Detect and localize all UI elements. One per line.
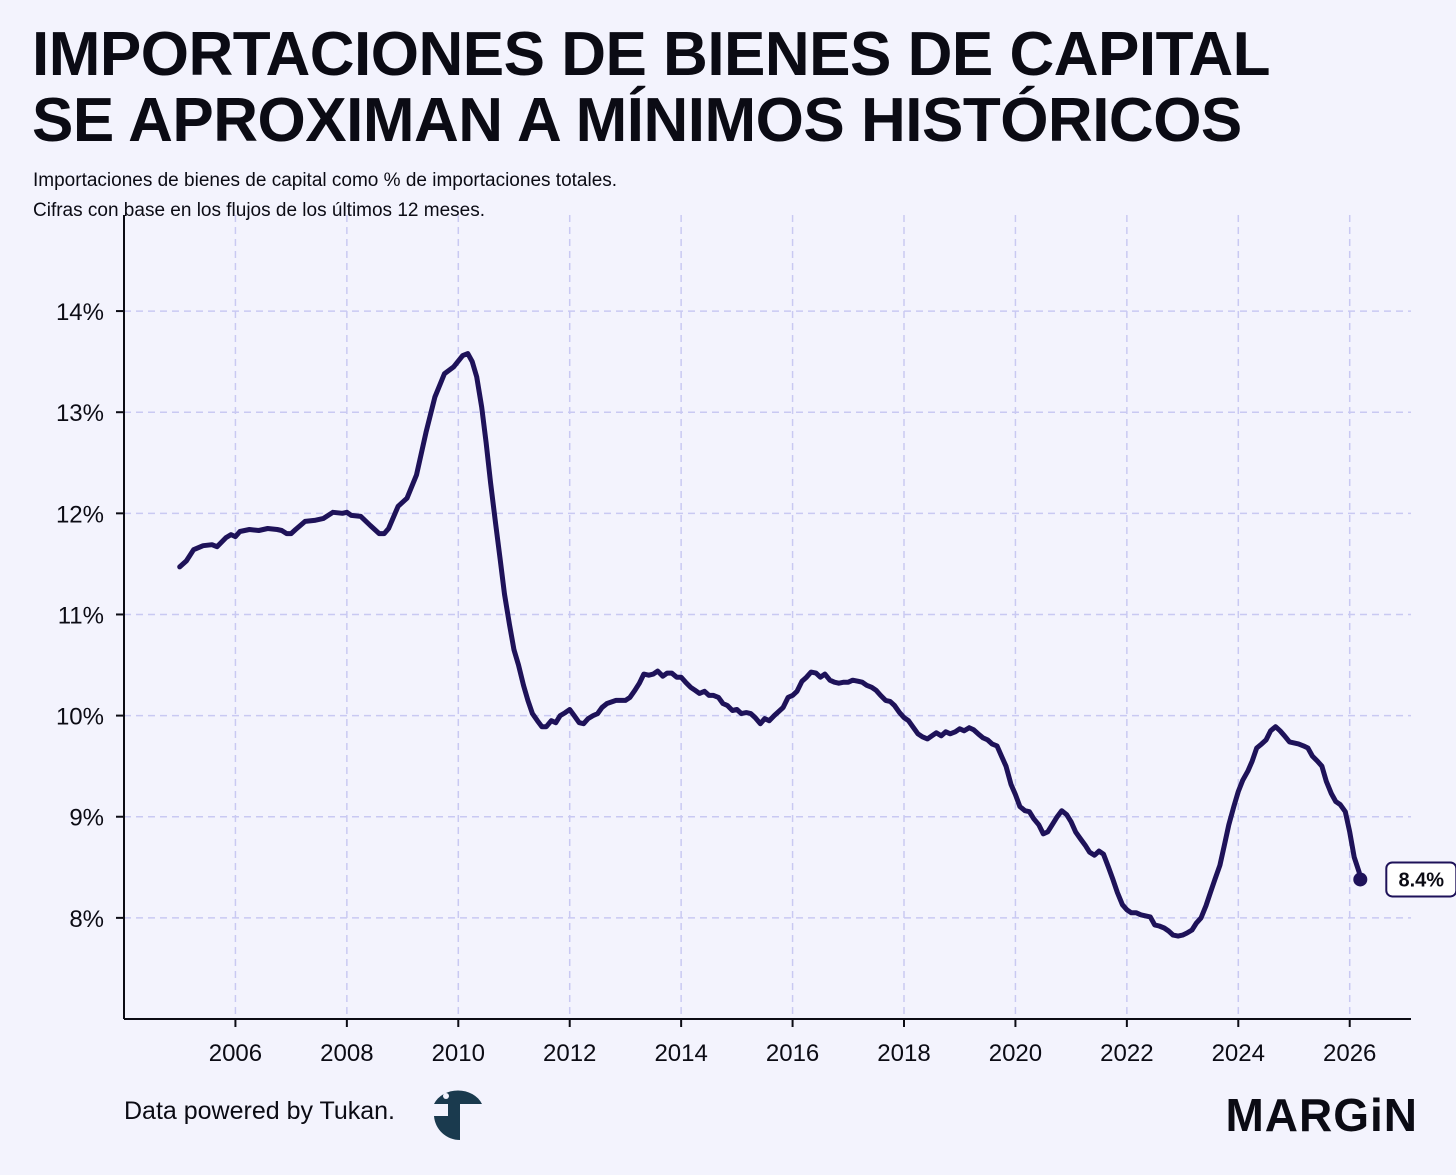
last-value-point <box>1353 872 1368 887</box>
x-tick-label: 2006 <box>209 1040 262 1067</box>
x-tick-label: 2018 <box>877 1040 930 1067</box>
chart-subtitle: Importaciones de bienes de capital como … <box>33 166 617 226</box>
last-value-box <box>1385 861 1456 898</box>
x-tick-label: 2008 <box>320 1040 373 1067</box>
x-tick-label: 2026 <box>1323 1040 1376 1067</box>
x-tick-label: 2014 <box>654 1040 707 1067</box>
margin-logo: MARGiN <box>1225 1089 1418 1141</box>
x-tick-label: 2020 <box>989 1040 1042 1067</box>
chart-title-line-2: SE APROXIMAN A MÍNIMOS HISTÓRICOS <box>32 86 1242 155</box>
tukan-logo-icon <box>434 1090 482 1141</box>
series-line <box>177 351 1363 939</box>
y-tick-label: 9% <box>69 805 104 832</box>
data-credit: Data powered by Tukan. <box>124 1097 395 1125</box>
x-tick-label: 2022 <box>1100 1040 1153 1067</box>
x-tick-label: 2024 <box>1212 1040 1265 1067</box>
chart-title-line-1: IMPORTACIONES DE BIENES DE CAPITAL <box>32 20 1271 89</box>
x-tick-label: 2010 <box>432 1040 485 1067</box>
last-value-label: 8.4% <box>1399 869 1445 891</box>
chart-subtitle-line-1: Importaciones de bienes de capital como … <box>33 170 618 191</box>
chart-title: IMPORTACIONES DE BIENES DE CAPITAL SE AP… <box>32 22 1432 154</box>
y-tick-label: 12% <box>56 501 104 528</box>
y-tick-label: 13% <box>56 400 104 427</box>
chart-subtitle-line-2: Cifras con base en los flujos de los últ… <box>33 200 485 221</box>
x-tick-label: 2012 <box>543 1040 596 1067</box>
y-tick-label: 11% <box>58 602 104 629</box>
y-tick-label: 14% <box>56 299 104 326</box>
x-tick-label: 2016 <box>766 1040 819 1067</box>
y-tick-label: 10% <box>56 704 104 731</box>
y-tick-label: 8% <box>69 906 104 933</box>
